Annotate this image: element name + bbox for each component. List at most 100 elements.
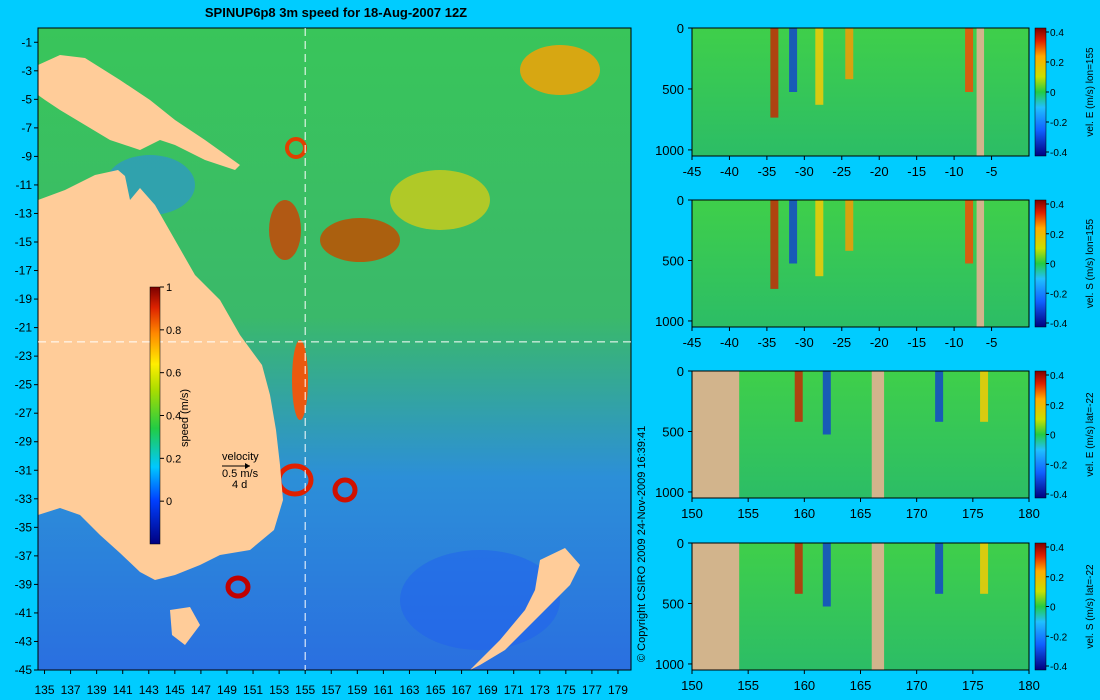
section-streak [770,28,779,118]
section-y-tick-label: 500 [662,596,684,611]
map-y-tick-label: -11 [16,178,33,192]
section-y-tick-label: 1000 [655,314,684,329]
map-y-tick-label: -37 [15,549,33,563]
map-y-tick-label: -17 [15,264,33,278]
section-colorbar-tick-label: -0.2 [1050,289,1068,300]
section-x-tick-label: 165 [850,678,872,693]
section-x-tick-label: 165 [850,506,872,521]
section-streak [822,543,831,607]
section-y-tick-label: 0 [677,193,684,208]
map-x-ticks: 135 137 139 141 143 145 147 149 151 153 155 157 159 1… [35,670,628,697]
section-colorbar-tick-label: -0.4 [1050,319,1068,330]
section-colorbar-label: vel. E (m/s) lat=-22 [1085,392,1096,477]
map-x-tick-label: 179 [608,683,628,697]
section-x-tick-label: -25 [832,335,851,350]
section-x-tick-label: 150 [681,678,703,693]
map-x-tick-label: 163 [399,683,419,697]
section-streak [965,200,974,264]
section-streak [845,28,854,80]
map-title: SPINUP6p8 3m speed for 18-Aug-2007 12Z [205,5,467,20]
section-streak [935,371,944,422]
map-y-tick-label: -23 [15,349,33,363]
section-colorbar-tick-label: 0.4 [1050,28,1064,39]
section-streak [822,371,831,435]
section-colorbar [1034,370,1047,499]
map-y-tick-label: -31 [15,463,33,477]
section-streak [770,200,779,289]
section-colorbar-tick-label: 0 [1050,260,1056,271]
section-x-tick-label: -35 [757,335,776,350]
map-y-tick-label: -19 [15,292,33,306]
section-x-tick-label: 175 [962,506,984,521]
section-panel-3: 150 155 160 165 170 175 180 0 500 1000 0.4 0.2 0 -0.2… [655,364,1096,521]
new-zealand-land [470,548,580,670]
map-x-tick-label: 169 [478,683,498,697]
map-x-tick-label: 137 [61,683,81,697]
section-colorbar-tick-label: 0.2 [1050,230,1064,241]
map-x-tick-label: 145 [165,683,185,697]
section-streak [794,543,803,594]
section-streak [794,371,803,422]
map-x-tick-label: 151 [243,683,263,697]
map-x-tick-label: 171 [504,683,524,697]
section-streak [935,543,944,594]
section-colorbar-tick-label: -0.2 [1050,632,1068,643]
section-x-tick-label: 180 [1018,506,1040,521]
copyright-text: © Copyright CSIRO 2009 24-Nov-2009 16:39… [636,426,648,662]
map-y-tick-label: -41 [15,606,33,620]
section-panel-2: -45 -40 -35 -30 -25 -20 -15 -10 -5 0 500 1000 0.4 0.2… [655,193,1096,350]
map-y-tick-label: -7 [21,121,32,135]
velocity-legend-title: velocity [222,451,259,463]
section-y-tick-label: 500 [662,424,684,439]
speed-colorbar-tick-label: 0 [166,496,172,508]
section-panels: -45 -40 -35 -30 -25 -20 -15 -10 -5 0 500 1000 0.4 0.2… [655,21,1096,693]
section-x-tick-label: -40 [720,164,739,179]
map-y-tick-label: -9 [21,149,32,163]
section-land [692,543,740,670]
map-x-tick-label: 135 [35,683,55,697]
map-y-tick-label: -35 [15,520,33,534]
velocity-legend: velocity 0.5 m/s 4 d [222,451,259,491]
section-x-tick-label: -40 [720,335,739,350]
map-x-tick-label: 161 [373,683,393,697]
section-x-tick-label: 175 [962,678,984,693]
section-x-tick-label: -15 [907,164,926,179]
map-x-tick-label: 173 [530,683,550,697]
section-colorbar-tick-label: 0 [1050,431,1056,442]
section-x-tick-label: -5 [986,164,998,179]
section-x-tick-label: -10 [945,335,964,350]
section-y-tick-label: 500 [662,82,684,97]
new-guinea-land [38,55,240,170]
section-streak [980,371,989,422]
map-y-tick-label: -45 [15,663,33,677]
section-colorbar-label: vel. E (m/s) lon=155 [1085,47,1096,137]
section-panel-1: -45 -40 -35 -30 -25 -20 -15 -10 -5 0 500 1000 0.4 0.2… [655,21,1096,179]
section-x-tick-label: -45 [683,335,702,350]
map-x-tick-label: 153 [269,683,289,697]
section-panel-4: 150 155 160 165 170 175 180 0 500 1000 0.4 0.2 0 -0.2… [655,536,1096,693]
section-x-tick-label: 170 [906,506,928,521]
section-colorbar-tick-label: -0.4 [1050,490,1068,501]
section-frame [691,27,1030,157]
australia-land [38,170,283,580]
map-y-tick-label: -39 [15,577,33,591]
section-colorbar [1034,27,1047,157]
section-colorbar [1034,199,1047,328]
section-streak [789,200,798,264]
section-field [692,371,1029,498]
speed-colorbar-tick-label: 0.6 [166,368,181,380]
section-x-tick-label: -5 [986,335,998,350]
section-colorbar-tick-label: 0.4 [1050,200,1064,211]
section-streak [815,200,824,277]
section-x-tick-label: -25 [832,164,851,179]
section-y-tick-label: 1000 [655,485,684,500]
section-land [692,371,740,498]
section-x-tick-label: 155 [737,678,759,693]
section-y-tick-label: 0 [677,364,684,379]
velocity-legend-duration: 4 d [232,479,247,491]
map-x-tick-label: 139 [87,683,107,697]
section-colorbar-tick-label: 0.4 [1050,543,1064,554]
map-y-tick-label: -5 [21,92,32,106]
map-y-ticks: -1 -3 -5 -7 -9 -11 -13 -15 -17 -19 -21 -23 -25 -27 -29… [15,35,38,677]
section-land [871,371,885,498]
